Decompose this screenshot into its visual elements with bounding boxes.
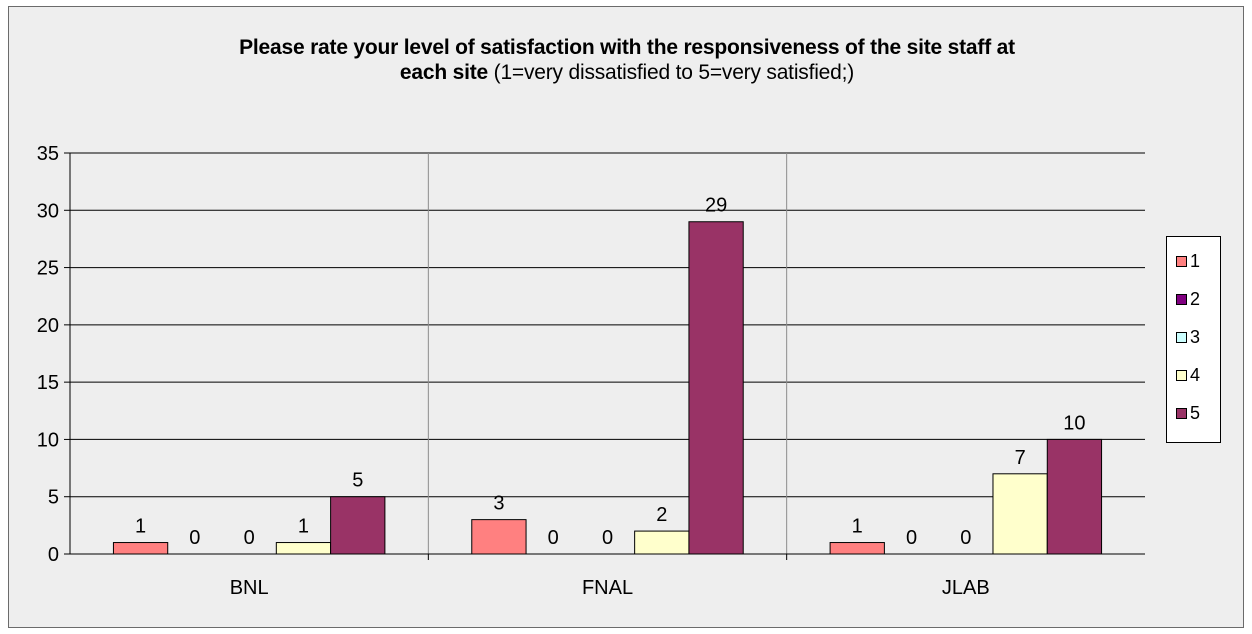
legend-item: 5: [1176, 403, 1200, 423]
x-category-label: BNL: [230, 577, 269, 599]
legend: 1 2 3 4 5: [1166, 236, 1221, 443]
data-label: 2: [656, 504, 667, 526]
chart-title-bold: each site: [399, 61, 489, 84]
y-tick-label: 30: [37, 200, 59, 222]
x-category-label: FNAL: [582, 577, 633, 599]
legend-swatch: [1176, 331, 1187, 343]
legend-label: 2: [1190, 288, 1201, 309]
legend-item: 2: [1176, 289, 1200, 309]
y-tick-label: 25: [37, 258, 59, 280]
data-label: 29: [705, 195, 727, 217]
bar-fnal-4: [634, 530, 690, 555]
legend-item: 1: [1176, 251, 1200, 271]
data-label: 1: [298, 516, 309, 538]
bar-bnl-1: [112, 542, 169, 555]
bar-bnl-5: [330, 496, 386, 555]
data-label: 5: [352, 470, 363, 492]
data-label: 3: [493, 493, 504, 515]
data-label: 1: [135, 516, 146, 538]
x-category-label: JLAB: [942, 577, 990, 599]
legend-label: 1: [1190, 250, 1201, 271]
data-label: 0: [189, 527, 200, 549]
y-tick-label: 0: [48, 544, 59, 566]
chart-title-line1: Please rate your level of satisfaction w…: [239, 36, 1015, 59]
legend-swatch: [1176, 407, 1187, 419]
legend-item: 3: [1176, 327, 1200, 347]
data-label: 0: [906, 527, 917, 549]
data-label: 0: [960, 527, 971, 549]
data-label: 7: [1015, 447, 1026, 469]
chart-frame: Please rate your level of satisfaction w…: [8, 6, 1244, 628]
y-tick-label: 35: [37, 143, 59, 165]
y-tick-label: 10: [37, 429, 59, 451]
data-label: 0: [244, 527, 255, 549]
chart-title: Please rate your level of satisfaction w…: [9, 35, 1245, 85]
data-label: 10: [1063, 412, 1085, 434]
legend-swatch: [1176, 293, 1187, 305]
bar-jlab-1: [829, 542, 885, 555]
bar-bnl-4: [275, 542, 332, 555]
legend-swatch: [1176, 255, 1187, 267]
legend-label: 3: [1190, 326, 1201, 347]
data-label: 0: [602, 527, 613, 549]
bar-fnal-1: [471, 519, 527, 555]
y-tick-label: 20: [37, 315, 59, 337]
chart-title-line2: each site (1=very dissatisfied to 5=very…: [9, 60, 1245, 85]
data-label: 1: [852, 516, 863, 538]
bar-jlab-5: [1046, 438, 1103, 555]
bar-fnal-5: [688, 221, 744, 555]
chart-title-normal: (1=very dissatisfied to 5=very satisfied…: [488, 61, 855, 84]
legend-item: 4: [1176, 365, 1200, 385]
legend-label: 5: [1190, 402, 1201, 423]
y-tick-label: 15: [37, 372, 59, 394]
legend-label: 4: [1190, 364, 1201, 385]
legend-swatch: [1176, 369, 1187, 381]
y-tick-label: 5: [48, 487, 59, 509]
bar-jlab-4: [992, 473, 1048, 555]
data-label: 0: [548, 527, 559, 549]
